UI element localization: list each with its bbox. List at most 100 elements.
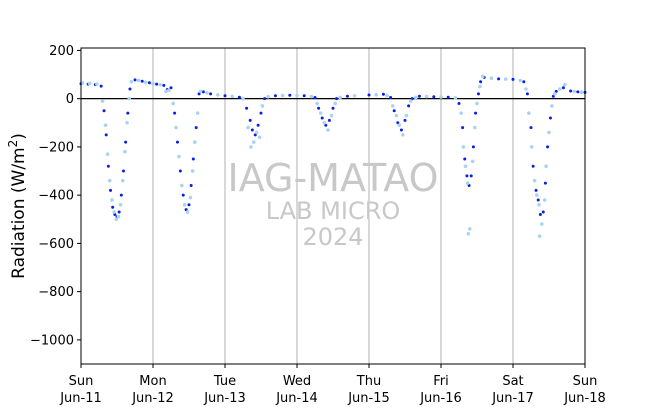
data-point bbox=[121, 169, 125, 173]
data-point bbox=[223, 94, 227, 98]
data-point bbox=[529, 126, 533, 130]
data-point bbox=[561, 86, 565, 90]
data-point bbox=[302, 94, 306, 98]
data-point bbox=[497, 77, 501, 81]
data-point bbox=[295, 93, 299, 98]
data-point bbox=[106, 164, 110, 168]
data-point bbox=[489, 76, 494, 80]
data-point bbox=[318, 111, 323, 115]
x-tick-label-weekday: Sun bbox=[573, 374, 598, 389]
data-point bbox=[474, 111, 478, 115]
data-point bbox=[174, 125, 178, 130]
data-point bbox=[466, 231, 471, 236]
data-point bbox=[529, 145, 534, 149]
data-point bbox=[309, 94, 314, 99]
data-point bbox=[333, 101, 337, 106]
data-point bbox=[540, 222, 544, 226]
data-point bbox=[572, 89, 576, 94]
data-point bbox=[414, 95, 418, 100]
data-point bbox=[158, 82, 162, 87]
y-axis-label-main: Radiation (W/m bbox=[9, 147, 29, 278]
watermark: IAG-MATAO LAB MICRO 2024 bbox=[227, 156, 438, 251]
data-point bbox=[322, 120, 327, 125]
data-point bbox=[453, 96, 458, 100]
data-point bbox=[463, 157, 467, 161]
grid-lines bbox=[152, 48, 514, 364]
data-point bbox=[374, 93, 379, 97]
data-point bbox=[473, 125, 477, 130]
y-tick-label: −600 bbox=[38, 237, 74, 252]
data-point bbox=[338, 95, 343, 100]
data-point bbox=[120, 178, 125, 183]
plot-frame bbox=[80, 47, 586, 365]
data-point bbox=[191, 157, 195, 161]
y-tick-label: −800 bbox=[38, 285, 74, 300]
data-point bbox=[537, 234, 542, 238]
data-point bbox=[352, 93, 357, 98]
data-point bbox=[392, 109, 396, 113]
data-point bbox=[480, 74, 485, 79]
data-point bbox=[401, 133, 405, 137]
data-point bbox=[381, 92, 385, 96]
data-point bbox=[252, 140, 256, 144]
x-tick-label-weekday: Fri bbox=[433, 374, 449, 389]
data-point bbox=[463, 164, 468, 168]
data-point bbox=[407, 104, 411, 108]
data-point bbox=[151, 81, 155, 86]
data-point bbox=[102, 109, 106, 113]
data-point bbox=[209, 92, 213, 96]
data-point bbox=[216, 93, 220, 97]
data-point bbox=[326, 128, 330, 132]
data-point bbox=[470, 159, 475, 164]
data-point bbox=[99, 84, 103, 88]
data-point bbox=[198, 89, 203, 94]
data-point bbox=[180, 183, 184, 188]
data-point bbox=[522, 80, 526, 84]
data-point bbox=[315, 101, 319, 106]
data-point bbox=[87, 81, 92, 86]
data-point bbox=[543, 181, 547, 185]
x-tick-label-date: Jun-18 bbox=[563, 391, 606, 406]
data-point bbox=[155, 82, 159, 86]
x-tick-label-date: Jun-16 bbox=[419, 391, 462, 406]
data-point bbox=[112, 210, 116, 214]
data-point bbox=[173, 111, 177, 115]
data-point bbox=[118, 202, 123, 207]
data-point bbox=[465, 181, 470, 185]
data-point bbox=[167, 88, 171, 93]
y-tick-label: 0 bbox=[66, 92, 74, 107]
watermark-line-2: LAB MICRO bbox=[266, 197, 401, 225]
data-point bbox=[542, 198, 547, 202]
data-point bbox=[544, 164, 548, 168]
data-point bbox=[534, 193, 539, 197]
data-point bbox=[189, 184, 193, 187]
data-point bbox=[552, 92, 557, 96]
data-point bbox=[459, 111, 463, 115]
data-point bbox=[538, 212, 542, 216]
data-point bbox=[254, 130, 259, 135]
data-point bbox=[469, 174, 473, 178]
data-point bbox=[394, 113, 399, 118]
data-point bbox=[313, 95, 317, 99]
data-point bbox=[195, 111, 200, 115]
data-point bbox=[541, 210, 545, 214]
data-point bbox=[432, 95, 436, 99]
data-point bbox=[190, 169, 195, 173]
data-point bbox=[248, 118, 252, 122]
data-point bbox=[320, 116, 324, 120]
data-point bbox=[558, 87, 562, 91]
data-point bbox=[162, 83, 166, 87]
data-point bbox=[260, 104, 265, 108]
data-point bbox=[129, 79, 134, 84]
data-point bbox=[123, 149, 127, 154]
data-point bbox=[263, 97, 267, 101]
data-point bbox=[563, 82, 567, 87]
x-tick-label-weekday: Thu bbox=[356, 374, 381, 389]
data-point bbox=[177, 154, 181, 159]
data-point bbox=[329, 113, 334, 118]
data-point bbox=[525, 92, 529, 96]
data-point bbox=[201, 90, 205, 94]
data-point bbox=[327, 118, 331, 122]
data-point bbox=[125, 120, 129, 125]
